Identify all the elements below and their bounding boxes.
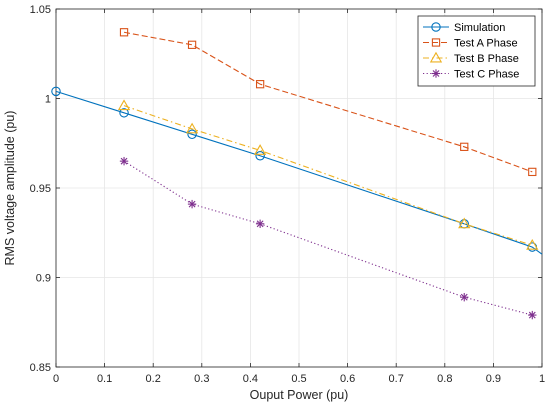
- test-b-phase-point: [458, 217, 471, 229]
- test-a-phase-line: [123, 31, 533, 173]
- x-tick-label: 1: [539, 373, 545, 385]
- test-b-phase-point: [253, 144, 267, 155]
- y-tick-label: 1: [45, 94, 51, 106]
- test-a-phase-point: [460, 142, 469, 151]
- series-layer: [51, 28, 543, 320]
- legend-marker: [431, 69, 441, 78]
- y-tick-label: 0.85: [30, 362, 51, 374]
- series-test-a-phase: [119, 28, 537, 177]
- series-test-c-phase: [119, 156, 537, 320]
- test-b-phase-point: [185, 122, 199, 134]
- test-c-phase-point: [255, 219, 265, 228]
- simulation-line: [55, 90, 543, 255]
- simulation-point: [119, 108, 129, 118]
- x-tick-label: 0.1: [97, 373, 112, 385]
- test-a-phase-point: [187, 40, 197, 49]
- legend-marker: [431, 38, 441, 47]
- legend-item-test-c-phase: Test C Phase: [423, 69, 519, 81]
- x-tick-label: 0.3: [194, 373, 209, 385]
- y-tick-label: 1.05: [30, 4, 51, 16]
- y-axis-title: RMS voltage amplitude (pu): [3, 111, 17, 266]
- legend-label: Test B Phase: [454, 53, 519, 65]
- test-a-phase-point: [255, 80, 265, 89]
- x-tick-label: 0.5: [291, 373, 306, 385]
- y-tick-label: 0.95: [30, 183, 51, 195]
- series-simulation: [51, 86, 543, 255]
- test-b-phase-line: [123, 105, 533, 246]
- x-tick-label: 0.4: [243, 373, 258, 385]
- test-c-phase-point: [119, 156, 129, 166]
- x-tick-label: 0.7: [389, 373, 404, 385]
- test-a-phase-point: [528, 167, 537, 177]
- series-test-b-phase: [117, 99, 539, 250]
- legend-marker: [429, 51, 443, 63]
- x-tick-label: 0.2: [146, 373, 161, 385]
- x-tick-label: 0.9: [486, 373, 501, 385]
- legend-label: Test C Phase: [454, 69, 519, 81]
- test-c-phase-point: [460, 292, 469, 302]
- simulation-point: [187, 129, 197, 140]
- test-a-phase-point: [119, 28, 129, 37]
- test-b-phase-point: [117, 99, 131, 111]
- legend-label: Test A Phase: [454, 38, 518, 50]
- y-tick-label: 0.9: [36, 273, 51, 285]
- test-b-phase-point: [526, 238, 539, 250]
- legend-marker: [431, 22, 441, 32]
- simulation-point: [51, 86, 61, 97]
- x-tick-label: 0.6: [340, 373, 355, 385]
- simulation-point: [255, 151, 265, 161]
- test-c-phase-point: [528, 310, 537, 320]
- x-tick-label: 0.8: [437, 373, 452, 385]
- legend: Simulation Test A Phase Test B Phase Test C…: [417, 15, 536, 87]
- test-c-phase-line: [123, 160, 533, 316]
- axis-ticks: 0 0.1 0.2 0.3 0.4 0.5 0.6 0.7 0.8 0.9 1 0.85 0.9 0.95…: [30, 4, 545, 385]
- legend-label: Simulation: [454, 22, 505, 34]
- x-tick-label: 0: [53, 373, 59, 385]
- x-axis-title: Ouput Power (pu): [250, 388, 349, 402]
- test-c-phase-point: [187, 199, 197, 209]
- legend-item-test-b-phase: Test B Phase: [423, 51, 519, 65]
- legend-item-test-a-phase: Test A Phase: [423, 38, 518, 50]
- legend-item-simulation: Simulation: [423, 22, 505, 34]
